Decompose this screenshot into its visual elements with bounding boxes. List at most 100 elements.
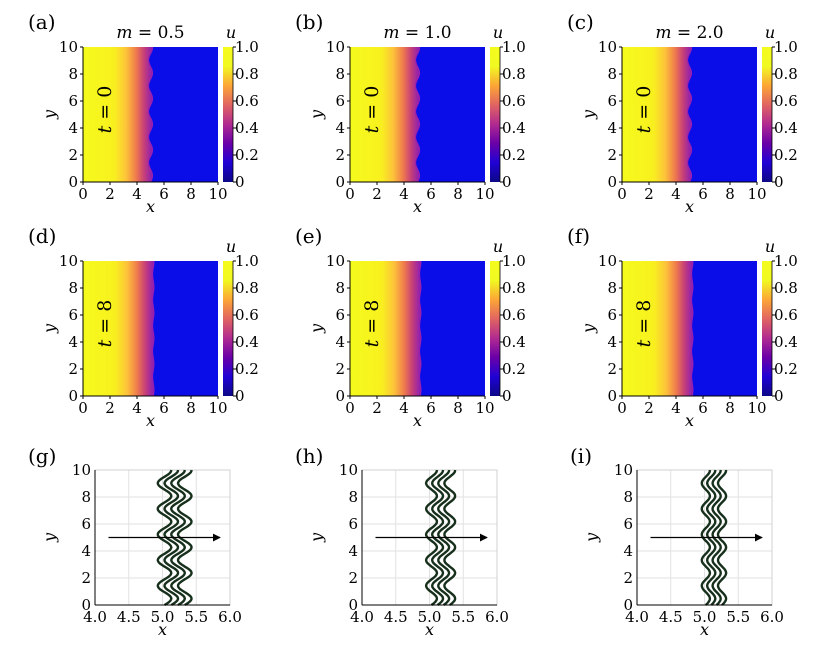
y-axis-label: y (579, 323, 598, 334)
y-tick-label: 10 (598, 252, 617, 270)
panel-title: m = 0.5 (116, 23, 184, 43)
y-tick-label: 8 (348, 488, 358, 506)
y-axis-label: y (307, 323, 326, 334)
colorbar-tick-label: 0.6 (502, 306, 526, 324)
panel-title: m = 1.0 (383, 23, 451, 43)
y-tick-label: 4 (68, 119, 78, 137)
x-tick-label: 4.0 (83, 608, 107, 626)
x-tick-label: 6 (698, 185, 708, 203)
x-tick-label: 6.0 (218, 608, 242, 626)
x-tick-label: 4.5 (659, 608, 683, 626)
x-tick-label: 10 (208, 399, 227, 417)
y-tick-label: 0 (623, 596, 633, 614)
y-axis-label: y (40, 323, 59, 334)
x-tick-label: 2 (372, 185, 382, 203)
x-tick-label: 4.5 (384, 608, 408, 626)
colorbar-tick-label: 0.6 (774, 306, 798, 324)
y-tick-label: 6 (607, 306, 617, 324)
colorbar-tick-label: 0.8 (235, 65, 259, 83)
front-line (414, 46, 421, 183)
colorbar-tick-label: 0.8 (502, 65, 526, 83)
y-tick-label: 0 (335, 173, 345, 191)
y-tick-label: 0 (348, 596, 358, 614)
x-tick-label: 2 (105, 399, 115, 417)
colorbar-label: u (493, 237, 503, 256)
colorbar-tick-label: 0 (774, 173, 784, 191)
x-tick-label: 4 (399, 185, 409, 203)
colorbar-tick-label: 0.4 (774, 333, 798, 351)
panel-label: (g) (28, 444, 56, 468)
y-tick-label: 10 (339, 461, 358, 479)
y-tick-label: 4 (81, 542, 91, 560)
x-tick-label: 8 (186, 399, 196, 417)
y-tick-label: 8 (607, 279, 617, 297)
x-tick-label: 6.0 (760, 608, 784, 626)
y-tick-label: 0 (68, 387, 78, 405)
colorbar (490, 261, 500, 396)
y-axis-label: y (40, 532, 59, 543)
y-tick-label: 10 (614, 461, 633, 479)
panel-label: (f) (567, 224, 590, 248)
x-tick-label: 5.5 (451, 608, 475, 626)
heatmap-field (622, 261, 693, 396)
x-tick-label: 2 (105, 185, 115, 203)
colorbar (762, 47, 772, 182)
x-tick-label: 6.0 (485, 608, 509, 626)
y-tick-label: 10 (326, 252, 345, 270)
x-tick-label: 2 (372, 399, 382, 417)
colorbar-tick-label: 0.8 (774, 279, 798, 297)
x-tick-label: 10 (475, 185, 494, 203)
y-tick-label: 4 (607, 333, 617, 351)
x-tick-label: 10 (475, 399, 494, 417)
x-tick-label: 0 (617, 399, 627, 417)
x-tick-label: 8 (186, 185, 196, 203)
x-tick-label: 4.5 (117, 608, 141, 626)
front-line (151, 260, 155, 397)
x-tick-label: 0 (617, 185, 627, 203)
y-tick-label: 6 (348, 515, 358, 533)
time-annotation: t = 8 (94, 300, 116, 348)
x-tick-label: 6 (159, 399, 169, 417)
colorbar-tick-label: 0.8 (235, 279, 259, 297)
y-tick-label: 6 (623, 515, 633, 533)
y-tick-label: 2 (623, 569, 633, 587)
y-tick-label: 10 (598, 38, 617, 56)
colorbar-tick-label: 1.0 (774, 252, 798, 270)
x-tick-label: 4.0 (625, 608, 649, 626)
colorbar-tick-label: 0 (502, 387, 512, 405)
x-tick-label: 4 (132, 185, 142, 203)
colorbar-tick-label: 0.4 (502, 333, 526, 351)
y-tick-label: 2 (81, 569, 91, 587)
y-tick-label: 2 (607, 360, 617, 378)
x-tick-label: 6 (426, 399, 436, 417)
y-tick-label: 8 (68, 279, 78, 297)
y-tick-label: 8 (335, 279, 345, 297)
colorbar-tick-label: 0.6 (235, 92, 259, 110)
y-tick-label: 10 (326, 38, 345, 56)
heatmap-field (83, 261, 154, 396)
y-tick-label: 8 (623, 488, 633, 506)
panel-label: (e) (295, 224, 322, 248)
y-tick-label: 4 (348, 542, 358, 560)
y-tick-label: 6 (607, 92, 617, 110)
x-tick-label: 6 (698, 399, 708, 417)
x-tick-label: 6 (159, 185, 169, 203)
x-tick-label: 5.5 (726, 608, 750, 626)
y-tick-label: 0 (607, 387, 617, 405)
colorbar-tick-label: 0.2 (502, 146, 526, 164)
colorbar (223, 261, 233, 396)
y-tick-label: 4 (623, 542, 633, 560)
x-tick-label: 8 (725, 399, 735, 417)
time-annotation: t = 8 (361, 300, 383, 348)
y-tick-label: 4 (607, 119, 617, 137)
colorbar-tick-label: 0 (774, 387, 784, 405)
x-axis-label: x (146, 197, 155, 216)
colorbar-tick-label: 0.2 (502, 360, 526, 378)
time-annotation: t = 0 (633, 86, 655, 134)
x-axis-label: x (685, 197, 694, 216)
x-tick-label: 10 (208, 185, 227, 203)
